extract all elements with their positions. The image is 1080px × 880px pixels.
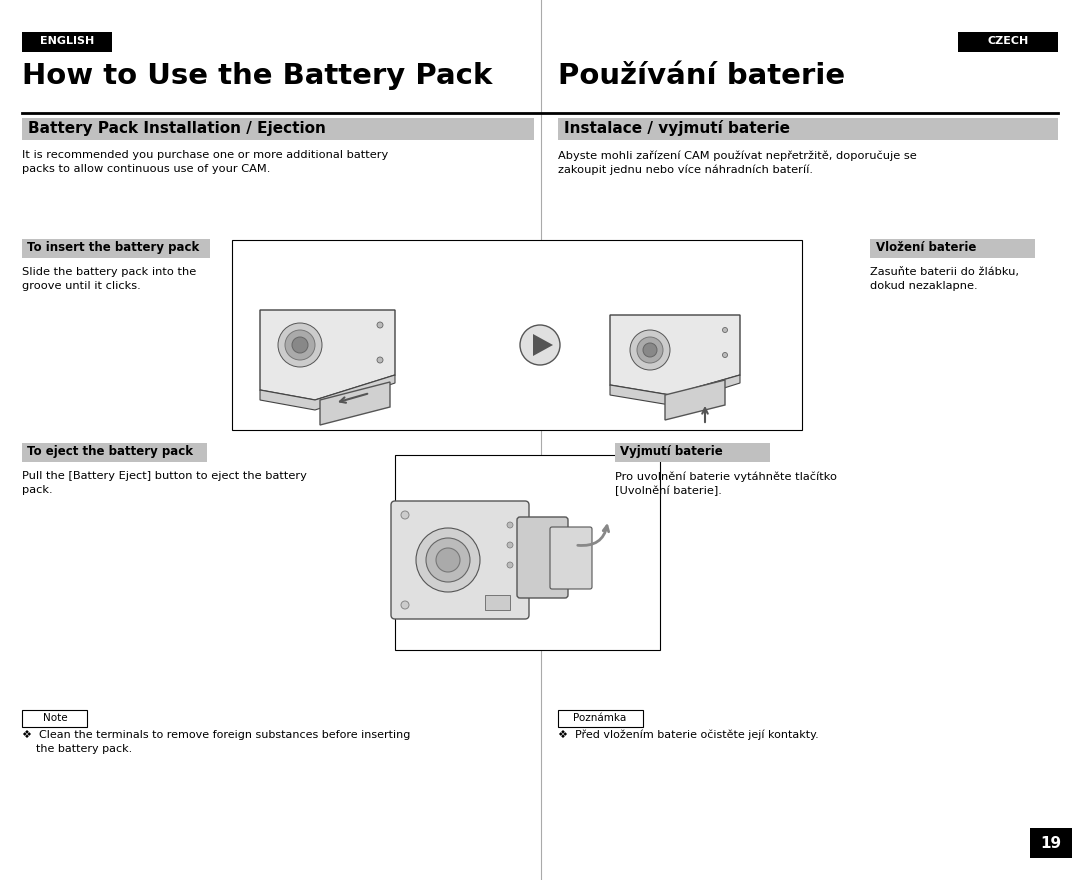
Circle shape bbox=[278, 323, 322, 367]
Text: Pro uvolnění baterie vytáhněte tlačítko
[Uvolnění baterie].: Pro uvolnění baterie vytáhněte tlačítko … bbox=[615, 471, 837, 496]
Text: How to Use the Battery Pack: How to Use the Battery Pack bbox=[22, 62, 492, 90]
Text: Instalace / vyjmutí baterie: Instalace / vyjmutí baterie bbox=[564, 120, 789, 136]
Bar bbox=[22, 118, 534, 140]
Bar bbox=[870, 239, 1035, 258]
Bar bbox=[615, 443, 770, 462]
Bar bbox=[22, 710, 87, 727]
Bar bbox=[558, 118, 1058, 140]
Bar bbox=[232, 240, 802, 430]
FancyBboxPatch shape bbox=[550, 527, 592, 589]
Circle shape bbox=[401, 601, 409, 609]
Text: Abyste mohli zařízení CAM používat nepřetržitě, doporučuje se
zakoupit jednu neb: Abyste mohli zařízení CAM používat nepře… bbox=[558, 150, 917, 175]
Circle shape bbox=[377, 322, 383, 328]
Text: Vložení baterie: Vložení baterie bbox=[876, 240, 976, 253]
Bar bbox=[22, 32, 112, 52]
Circle shape bbox=[416, 528, 480, 592]
Text: 19: 19 bbox=[1040, 835, 1062, 850]
Bar bbox=[1030, 828, 1072, 858]
Polygon shape bbox=[610, 315, 740, 395]
Text: CZECH: CZECH bbox=[987, 36, 1028, 46]
Polygon shape bbox=[260, 375, 395, 410]
Circle shape bbox=[377, 357, 383, 363]
Polygon shape bbox=[534, 334, 553, 356]
Polygon shape bbox=[320, 382, 390, 425]
Bar bbox=[485, 595, 510, 610]
Polygon shape bbox=[665, 380, 725, 420]
FancyBboxPatch shape bbox=[517, 517, 568, 598]
Bar bbox=[558, 710, 643, 727]
Text: Zasuňte baterii do žlábku,
dokud nezaklapne.: Zasuňte baterii do žlábku, dokud nezakla… bbox=[870, 267, 1020, 291]
Polygon shape bbox=[260, 310, 395, 400]
Text: To eject the battery pack: To eject the battery pack bbox=[27, 444, 193, 458]
Circle shape bbox=[723, 353, 728, 357]
Circle shape bbox=[519, 325, 561, 365]
Text: Slide the battery pack into the
groove until it clicks.: Slide the battery pack into the groove u… bbox=[22, 267, 197, 291]
Circle shape bbox=[507, 562, 513, 568]
Text: ENGLISH: ENGLISH bbox=[40, 36, 94, 46]
Text: Používání baterie: Používání baterie bbox=[558, 62, 846, 90]
Circle shape bbox=[507, 542, 513, 548]
Text: Vyjmutí baterie: Vyjmutí baterie bbox=[620, 444, 723, 458]
Polygon shape bbox=[610, 375, 740, 405]
Circle shape bbox=[426, 538, 470, 582]
Text: ❖  Clean the terminals to remove foreign substances before inserting
    the bat: ❖ Clean the terminals to remove foreign … bbox=[22, 730, 410, 754]
Text: Pull the [Battery Eject] button to eject the battery
pack.: Pull the [Battery Eject] button to eject… bbox=[22, 471, 307, 495]
Text: To insert the battery pack: To insert the battery pack bbox=[27, 240, 199, 253]
Bar bbox=[395, 455, 660, 650]
Circle shape bbox=[637, 337, 663, 363]
Circle shape bbox=[630, 330, 670, 370]
Bar bbox=[22, 443, 207, 462]
Circle shape bbox=[507, 522, 513, 528]
Circle shape bbox=[723, 327, 728, 333]
FancyBboxPatch shape bbox=[391, 501, 529, 619]
Circle shape bbox=[285, 330, 315, 360]
Text: Battery Pack Installation / Ejection: Battery Pack Installation / Ejection bbox=[28, 121, 326, 136]
Circle shape bbox=[436, 548, 460, 572]
Circle shape bbox=[643, 343, 657, 357]
Text: ❖  Před vložením baterie očistěte její kontakty.: ❖ Před vložením baterie očistěte její ko… bbox=[558, 730, 819, 740]
Text: Note: Note bbox=[43, 713, 67, 723]
Circle shape bbox=[292, 337, 308, 353]
Text: It is recommended you purchase one or more additional battery
packs to allow con: It is recommended you purchase one or mo… bbox=[22, 150, 388, 174]
Circle shape bbox=[401, 511, 409, 519]
Text: Poznámka: Poznámka bbox=[573, 713, 626, 723]
Bar bbox=[22, 239, 210, 258]
Bar bbox=[958, 32, 1058, 52]
